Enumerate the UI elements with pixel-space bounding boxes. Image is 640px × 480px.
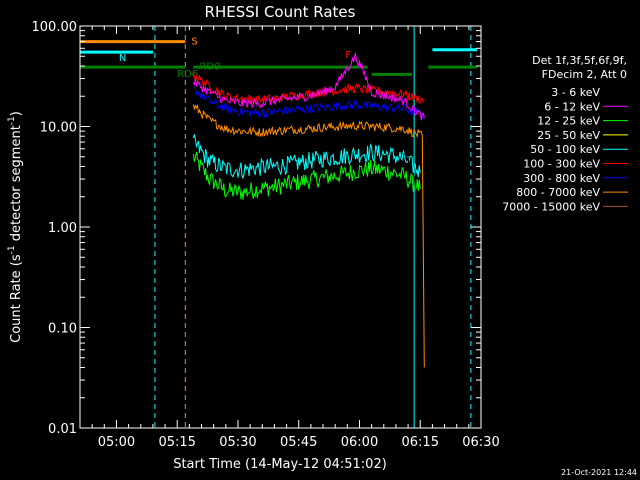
legend-header-line-2: FDecim 2, Att 0 bbox=[542, 68, 627, 81]
x-tick-label-2: 05:30 bbox=[219, 435, 256, 450]
legend-entry-label-7: 800 - 7000 keV bbox=[516, 186, 600, 199]
legend-entry-label-1: 6 - 12 keV bbox=[544, 100, 600, 113]
chart-title: RHESSI Count Rates bbox=[205, 3, 356, 21]
series-line-7 bbox=[192, 103, 425, 368]
y-tick-label-1: 10.00 bbox=[40, 121, 77, 136]
legend-header-line-1: Det 1f,3f,5f,6f,9f, bbox=[532, 54, 627, 67]
x-axis-label: Start Time (14-May-12 04:51:02) bbox=[173, 457, 387, 472]
legend-entry-label-0: 3 - 6 keV bbox=[551, 86, 600, 99]
x-tick-label-0: 05:00 bbox=[98, 435, 135, 450]
series-line-0 bbox=[192, 108, 425, 207]
legend-entry-label-6: 300 - 800 keV bbox=[523, 172, 600, 185]
state-label-f: F bbox=[345, 50, 351, 61]
y-tick-label-0: 100.00 bbox=[32, 20, 78, 35]
legend-entry-label-3: 25 - 50 keV bbox=[537, 129, 600, 142]
legend-entry-label-5: 100 - 300 keV bbox=[523, 158, 600, 171]
y-tick-label-4: 0.01 bbox=[48, 422, 77, 437]
x-tick-label-4: 06:00 bbox=[341, 435, 378, 450]
series-line-4 bbox=[192, 134, 421, 180]
axes: 05:00 05:15 05:30 05:45 06:00 06:15 06:30 100.0… bbox=[32, 20, 500, 450]
state-bar-label-s: S bbox=[191, 37, 197, 48]
y-axis-label-mid: detector segment bbox=[9, 125, 24, 245]
x-tick-label-6: 06:30 bbox=[462, 435, 499, 450]
legend-entry-label-4: 50 - 100 keV bbox=[530, 143, 600, 156]
series-line-2 bbox=[192, 151, 421, 200]
y-axis-label-sup2: -1 bbox=[7, 116, 17, 125]
x-tick-label-1: 05:15 bbox=[158, 435, 195, 450]
y-axis-label-sup1: -1 bbox=[7, 245, 17, 254]
timestamp: 21-Oct-2021 12:44 bbox=[561, 468, 637, 477]
y-tick-label-3: 0.10 bbox=[48, 322, 77, 337]
state-label-rd0: RD0 bbox=[199, 61, 220, 72]
y-tick-label-2: 1.00 bbox=[48, 221, 77, 236]
state-label-rd6: RD6 bbox=[177, 69, 198, 80]
x-tick-label-3: 05:45 bbox=[280, 435, 317, 450]
y-axis-label-main: Count Rate (s bbox=[9, 254, 24, 343]
legend-entry-label-2: 12 - 25 keV bbox=[537, 115, 600, 128]
y-axis-label: Count Rate (s-1 detector segment-1) bbox=[7, 111, 24, 343]
state-bar-label-n: N bbox=[119, 53, 126, 64]
series-line-1 bbox=[192, 52, 425, 121]
legend-entry-label-8: 7000 - 15000 keV bbox=[502, 200, 600, 213]
legend: Det 1f,3f,5f,6f,9f, FDecim 2, Att 0 3 - … bbox=[502, 54, 628, 213]
series-line-6 bbox=[193, 85, 425, 120]
x-tick-label-5: 06:15 bbox=[402, 435, 439, 450]
y-axis-label-end: ) bbox=[9, 111, 24, 116]
